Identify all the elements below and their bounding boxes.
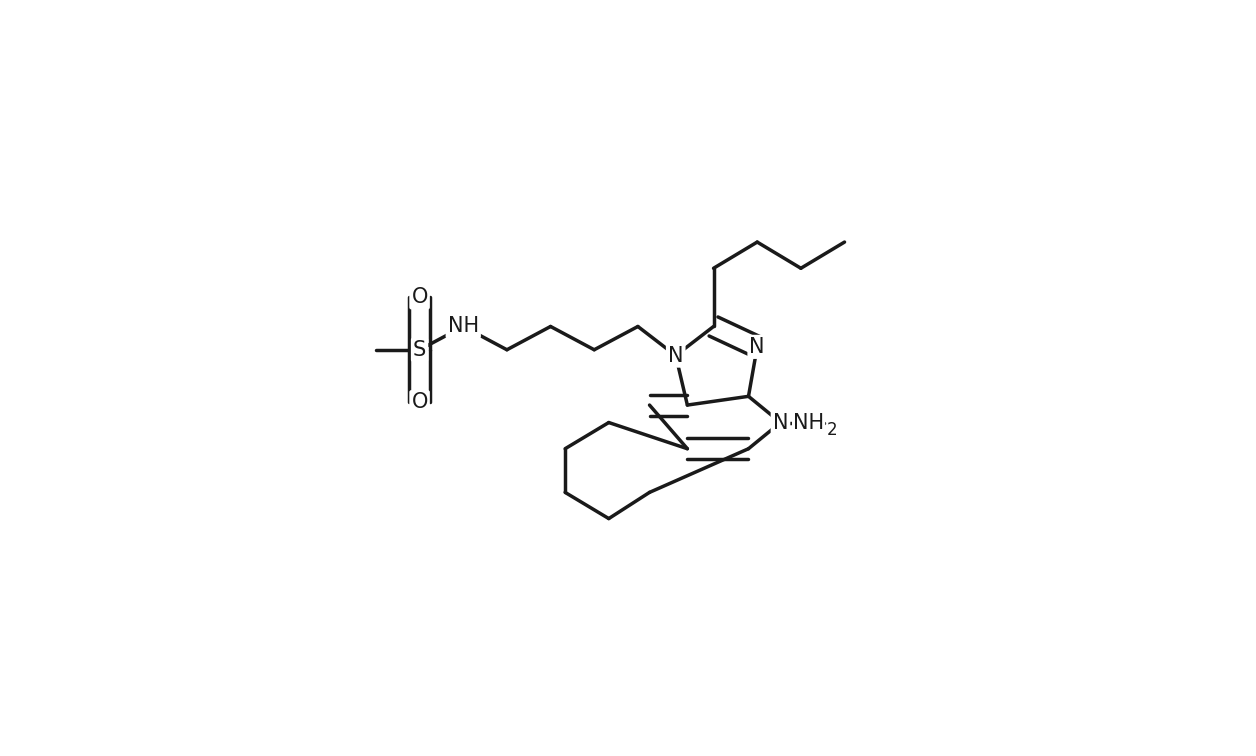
Text: N: N (750, 337, 765, 357)
Text: O: O (412, 392, 428, 412)
Text: O: O (412, 287, 428, 308)
Text: 2: 2 (826, 420, 838, 438)
Text: S: S (413, 339, 426, 360)
Text: N: N (668, 345, 683, 366)
Text: NH: NH (447, 317, 479, 336)
Text: N: N (772, 413, 789, 432)
Text: NH: NH (793, 413, 824, 432)
